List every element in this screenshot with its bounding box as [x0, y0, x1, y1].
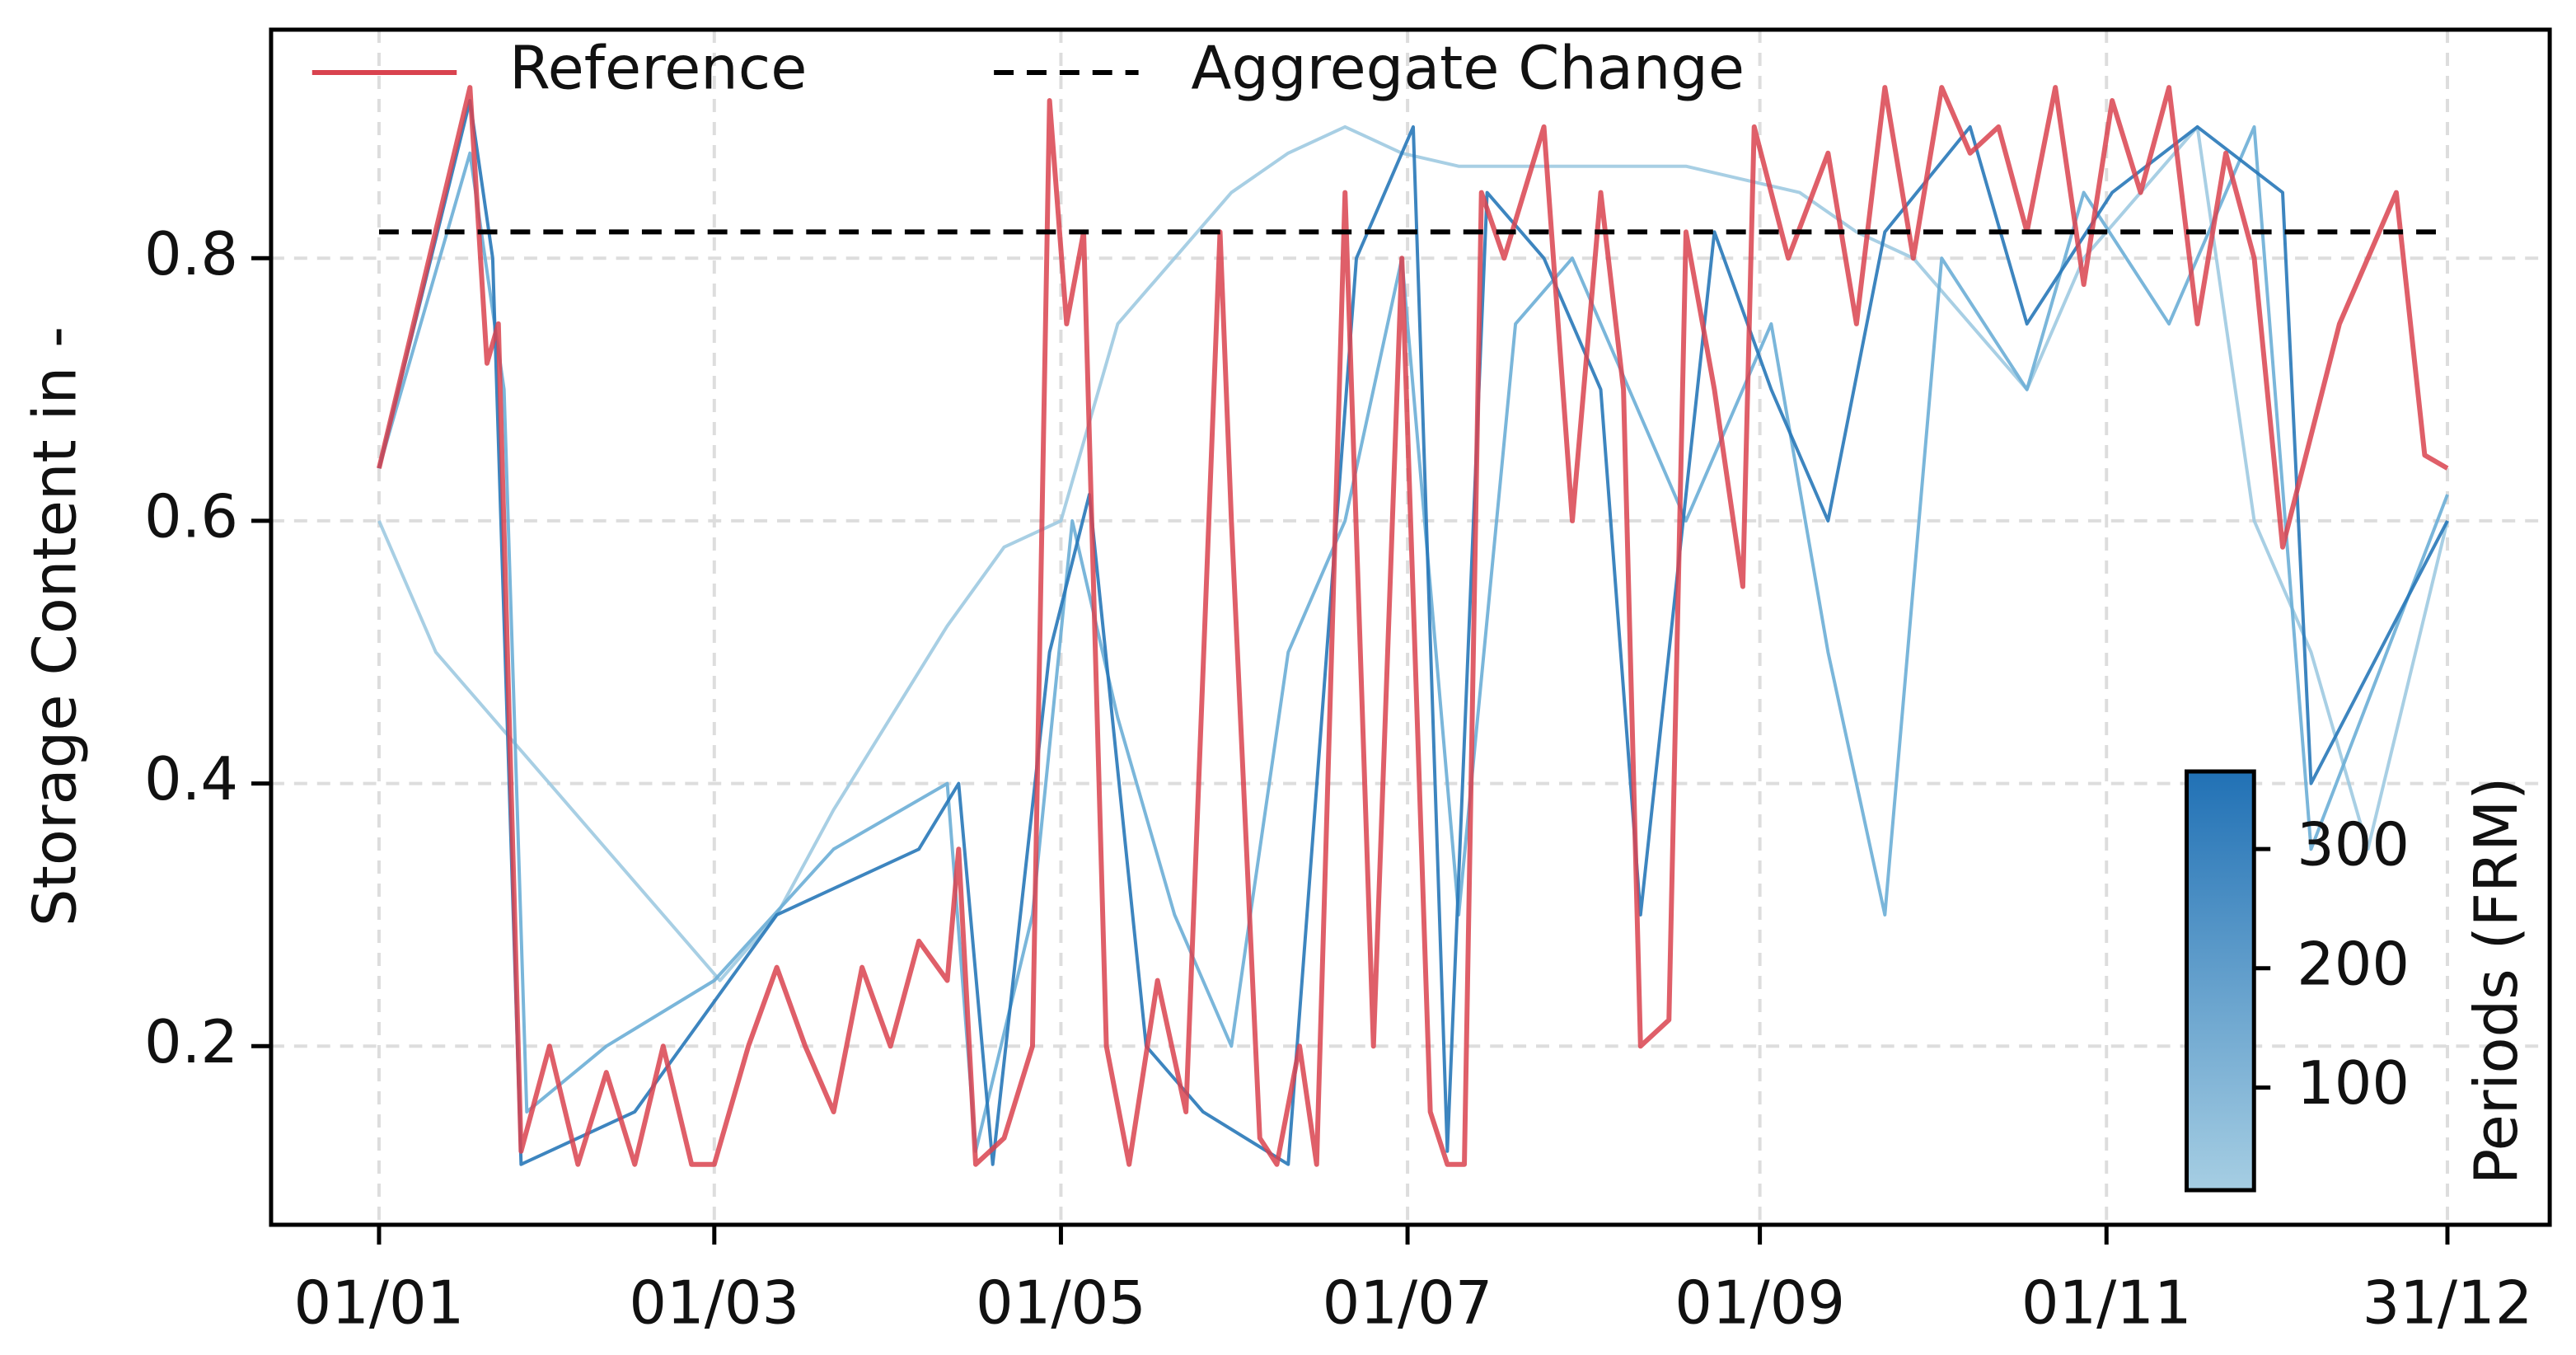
x-tick-label: 31/12 — [2363, 1268, 2533, 1337]
x-tick-label: 01/01 — [294, 1268, 465, 1337]
series-line — [377, 124, 2449, 1153]
x-tick-label: 01/11 — [2021, 1268, 2192, 1337]
colorbar-tick-label: 200 — [2297, 929, 2410, 998]
plot-frame — [269, 27, 2552, 1227]
y-tick-label: 0.6 — [144, 481, 238, 551]
y-tick-label: 0.2 — [144, 1007, 238, 1076]
colorbar — [2185, 769, 2256, 1193]
colorbar-tick-label: 100 — [2297, 1048, 2410, 1118]
legend-label: Aggregate Change — [1191, 33, 1745, 102]
y-tick-label: 0.8 — [144, 219, 238, 288]
x-tick-label: 01/05 — [976, 1268, 1146, 1337]
y-axis-label: Storage Content in - — [20, 326, 89, 926]
x-tick-label: 01/07 — [1323, 1268, 1493, 1337]
x-tick-label: 01/03 — [629, 1268, 799, 1337]
series-line — [377, 99, 2449, 1166]
x-tick-label: 01/09 — [1674, 1268, 1845, 1337]
legend-label: Reference — [509, 33, 807, 102]
series-line — [377, 85, 2449, 1167]
colorbar-label: Periods (FRM) — [2461, 777, 2531, 1185]
colorbar-tick-label: 300 — [2297, 810, 2410, 879]
y-tick-label: 0.4 — [144, 744, 238, 813]
